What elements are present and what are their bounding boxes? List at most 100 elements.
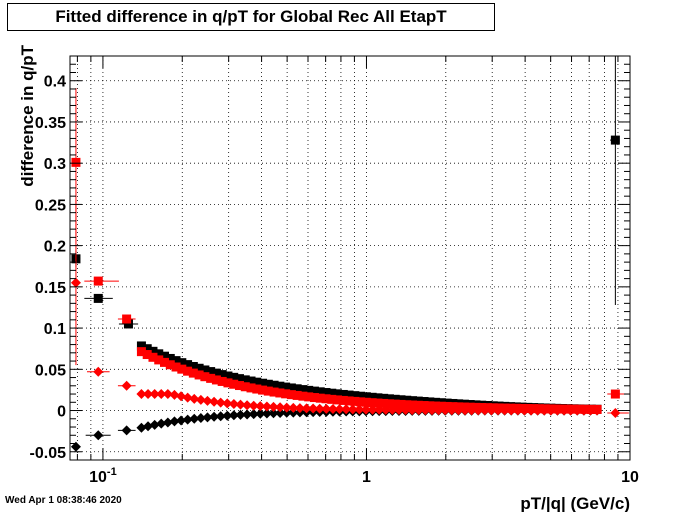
- data-point-square: [223, 378, 233, 388]
- data-point-diamond: [70, 277, 81, 288]
- data-point-diamond: [610, 408, 621, 419]
- x-axis-label: pT/|q| (GeV/c): [520, 494, 630, 512]
- data-point-square: [154, 349, 164, 359]
- timestamp-footer: Wed Apr 1 08:38:46 2020: [5, 495, 122, 506]
- data-point-square: [71, 157, 81, 167]
- data-point-square: [206, 373, 216, 383]
- data-point-square: [610, 135, 620, 145]
- data-point-diamond: [176, 415, 187, 426]
- data-point-diamond: [93, 366, 104, 377]
- y-tick-label: -0.05: [30, 445, 67, 462]
- data-point-square: [234, 374, 244, 384]
- data-point-square: [286, 383, 296, 393]
- data-point-square: [269, 380, 279, 390]
- data-point-square: [309, 393, 319, 403]
- y-tick-label: 0.2: [44, 239, 66, 256]
- data-series: [70, 200, 629, 419]
- data-point-diamond: [228, 399, 239, 410]
- data-point-square: [217, 376, 227, 386]
- data-point-square: [344, 390, 354, 400]
- data-point-square: [327, 394, 337, 404]
- data-point-square: [171, 356, 181, 366]
- data-point-square: [315, 393, 325, 403]
- data-point-square: [188, 368, 198, 378]
- data-point-square: [327, 388, 337, 398]
- data-point-square: [275, 388, 285, 398]
- x-tick-label: 10: [621, 469, 639, 486]
- data-point-square: [298, 391, 308, 401]
- data-point-square: [286, 390, 296, 400]
- data-point-diamond: [222, 398, 233, 409]
- data-point-diamond: [162, 389, 173, 400]
- data-point-square: [315, 387, 325, 397]
- data-point-diamond: [149, 419, 160, 430]
- data-point-diamond: [162, 417, 173, 428]
- data-point-square: [200, 372, 210, 382]
- data-point-square: [321, 394, 331, 404]
- data-point-square: [298, 385, 308, 395]
- data-point-square: [188, 361, 198, 371]
- data-point-square: [252, 377, 262, 387]
- y-axis-label: difference in q/pT: [18, 44, 37, 186]
- data-point-square: [160, 351, 170, 361]
- data-point-square: [338, 389, 348, 399]
- data-point-square: [200, 365, 210, 375]
- data-point-square: [610, 389, 620, 399]
- data-point-square: [252, 384, 262, 394]
- data-point-square: [309, 386, 319, 396]
- data-point-square: [154, 355, 164, 365]
- data-point-square: [304, 385, 314, 395]
- data-point-diamond: [121, 380, 132, 391]
- data-point-square: [122, 314, 132, 324]
- data-point-diamond: [235, 399, 246, 410]
- plot-frame: [69, 55, 631, 461]
- data-point-square: [269, 387, 279, 397]
- data-point-square: [229, 372, 239, 382]
- data-point-square: [136, 347, 146, 357]
- data-point-diamond: [121, 425, 132, 436]
- data-point-square: [217, 370, 227, 380]
- data-point-square: [211, 375, 221, 385]
- data-point-square: [263, 379, 273, 389]
- x-tick-label: 1: [362, 469, 371, 486]
- data-point-square: [223, 371, 233, 381]
- data-point-square: [171, 362, 181, 372]
- y-tick-label: 0.05: [35, 362, 66, 379]
- data-point-square: [367, 392, 377, 402]
- chart-title: Fitted difference in q/pT for Global Rec…: [7, 3, 495, 31]
- data-point-square: [234, 381, 244, 391]
- data-point-square: [240, 382, 250, 392]
- data-point-square: [240, 375, 250, 385]
- data-point-diamond: [195, 394, 206, 405]
- data-point-square: [136, 341, 146, 351]
- y-tick-label: 0.15: [35, 280, 66, 297]
- data-point-square: [211, 368, 221, 378]
- data-point-square: [356, 391, 366, 401]
- y-tick-label: 0.3: [44, 156, 66, 173]
- data-point-square: [333, 395, 343, 405]
- data-point-square: [321, 388, 331, 398]
- axis-layer: -0.05 0 0.05 0.1 0.15 0.2 0.25 0.3 0.35 0.4 10-1 1 1…: [30, 56, 639, 486]
- data-point-diamond: [169, 416, 180, 427]
- data-point-square: [246, 383, 256, 393]
- data-point-square: [123, 319, 133, 329]
- data-point-square: [93, 276, 103, 286]
- data-point-diamond: [136, 422, 147, 433]
- data-point-diamond: [209, 396, 220, 407]
- data-point-square: [93, 293, 103, 303]
- y-tick-label: 0.4: [44, 74, 66, 91]
- data-point-diamond: [195, 413, 206, 424]
- data-point-square: [246, 376, 256, 386]
- data-point-diamond: [182, 414, 193, 425]
- data-point-square: [373, 393, 383, 403]
- data-point-square: [258, 378, 268, 388]
- data-point-square: [183, 366, 193, 376]
- data-point-diamond: [215, 397, 226, 408]
- data-point-square: [165, 360, 175, 370]
- data-point-square: [142, 344, 152, 354]
- series-layer: [70, 56, 629, 452]
- data-point-square: [350, 391, 360, 401]
- data-point-square: [281, 389, 291, 399]
- data-point-square: [361, 392, 371, 402]
